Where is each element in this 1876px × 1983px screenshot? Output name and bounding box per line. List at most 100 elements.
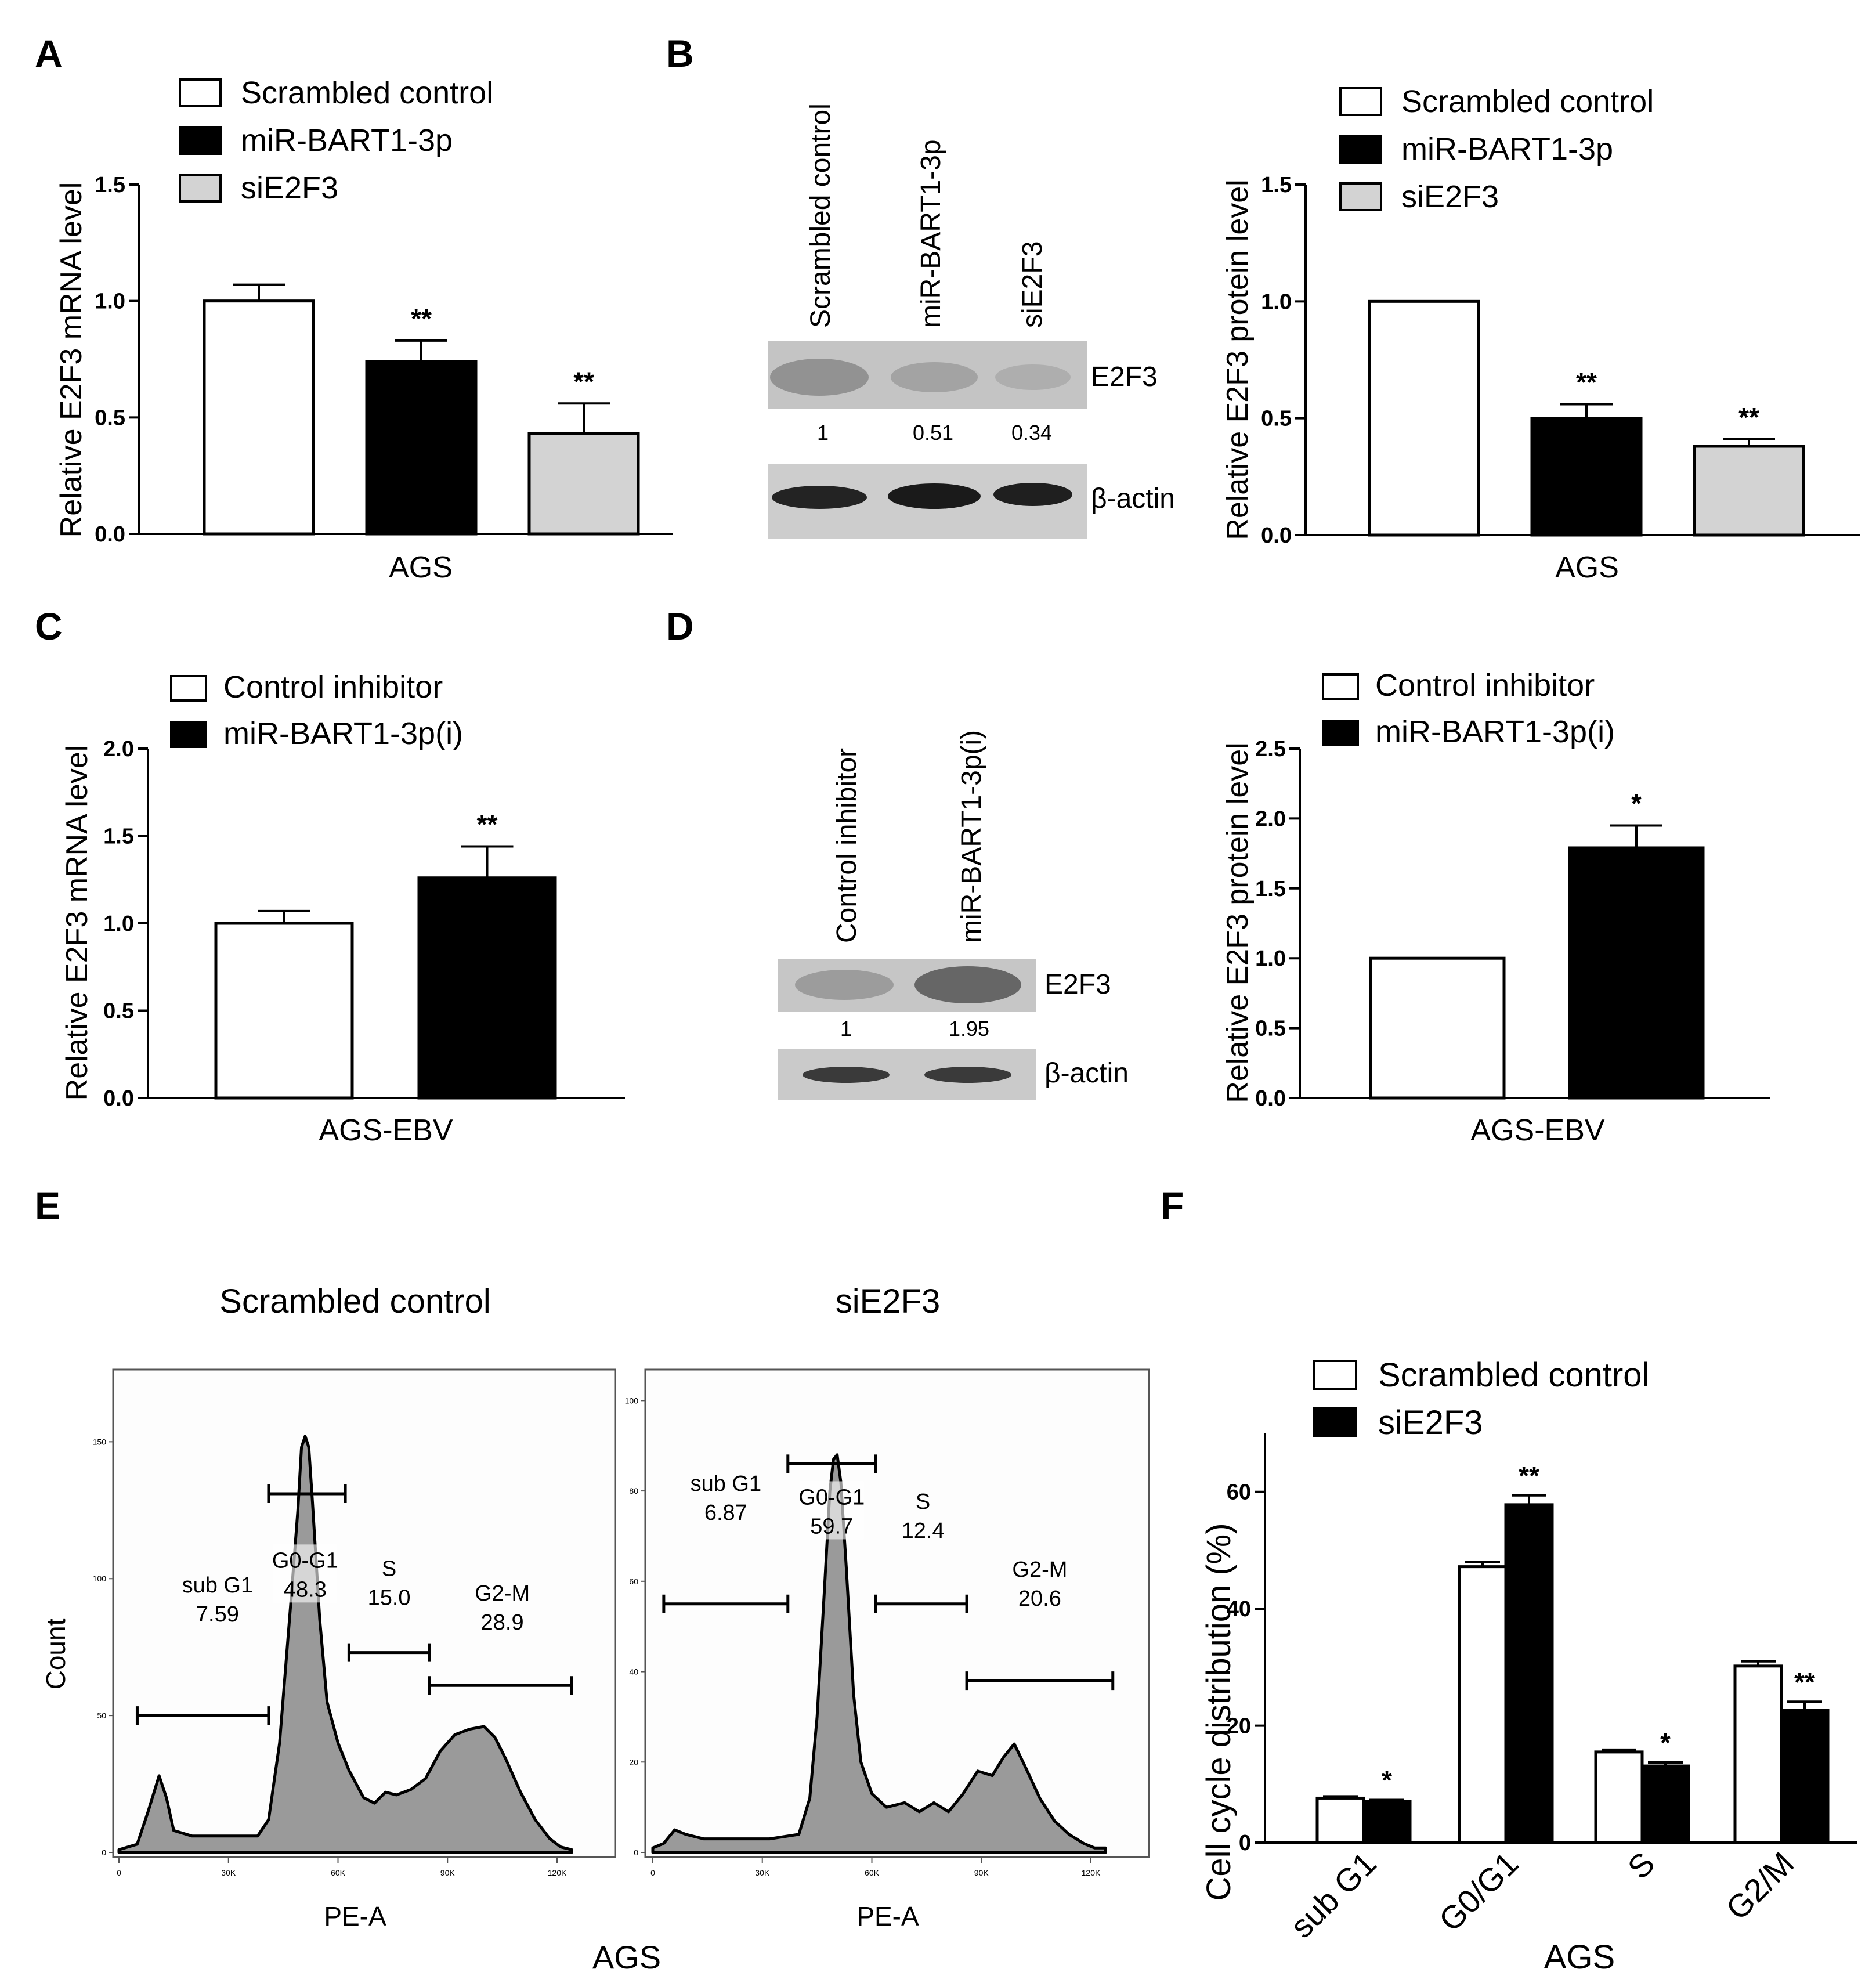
y-axis-label-b: Relative E2F3 protein level xyxy=(1221,179,1255,540)
y-tick-label: 2.0 xyxy=(103,737,134,761)
significance-mark: ** xyxy=(1794,1667,1815,1697)
blot-quant-lane1: 1 xyxy=(817,421,829,445)
legend-label-mir: miR-BART1-3p xyxy=(1401,132,1613,167)
flow-gate-name: sub G1 xyxy=(691,1472,762,1496)
y-tick-label: 0.0 xyxy=(1261,523,1292,548)
blot-quant-lane2: 1.95 xyxy=(949,1017,989,1041)
flow-gate-value: 15.0 xyxy=(368,1586,411,1610)
panel-c-mrna-chart: C Control inhibitor miR-BART1-3p(i) Rela… xyxy=(35,605,625,1147)
flow-gate-value: 28.9 xyxy=(481,1610,524,1635)
significance-mark: ** xyxy=(573,366,594,396)
x-tick-label: S xyxy=(1621,1845,1662,1886)
bar xyxy=(1693,445,1805,537)
flow-gate-value: 20.6 xyxy=(1018,1587,1061,1611)
significance-mark: ** xyxy=(411,304,432,334)
flow-x-tick-label: 120K xyxy=(548,1868,567,1877)
blot-lane-label-mir-inhibitor: miR-BART1-3p(i) xyxy=(956,730,987,943)
y-tick-label: 1.5 xyxy=(95,173,125,197)
bar xyxy=(1369,956,1506,1100)
legend-label-mir-inhibitor: miR-BART1-3p(i) xyxy=(1375,714,1615,749)
flow-y-tick-label: 150 xyxy=(93,1437,107,1446)
y-axis-label-a: Relative E2F3 mRNA level xyxy=(55,182,88,538)
flow-gate-value: 7.59 xyxy=(196,1602,239,1627)
flow-x-tick-label: 0 xyxy=(650,1868,655,1877)
y-tick-label: 1.5 xyxy=(1261,173,1292,197)
blot-band-e2f3-lane2 xyxy=(891,362,978,392)
flow-x-tick-label: 90K xyxy=(440,1868,456,1877)
x-axis-label-f: AGS xyxy=(1544,1938,1615,1976)
bar xyxy=(1315,1796,1365,1844)
y-axis-label-c: Relative E2F3 mRNA level xyxy=(60,745,94,1101)
flow-gate-name: G0-G1 xyxy=(272,1548,338,1573)
x-axis-label-c: AGS-EBV xyxy=(319,1114,453,1147)
flow-x-tick-label: 30K xyxy=(221,1868,236,1877)
flow-gate-value: 59.7 xyxy=(810,1514,853,1538)
flow-x-tick-label: 120K xyxy=(1082,1868,1101,1877)
bar xyxy=(1362,1800,1412,1844)
legend-swatch-control-inhibitor xyxy=(1322,673,1359,700)
significance-mark: ** xyxy=(1576,367,1597,398)
flow-y-axis-label: Count xyxy=(41,1618,71,1689)
blot-band-e2f3-lane3 xyxy=(995,364,1071,390)
y-tick-label: 1.5 xyxy=(103,825,134,849)
flow-gate-name: G2-M xyxy=(1012,1558,1067,1582)
flow-x-tick-label: 90K xyxy=(974,1868,989,1877)
flow-gate-name: S xyxy=(916,1490,930,1514)
flow-y-tick-label: 100 xyxy=(93,1574,107,1583)
flow-x-tick-label: 60K xyxy=(331,1868,346,1877)
bar xyxy=(1640,1764,1690,1844)
legend-swatch-mir xyxy=(1339,135,1382,164)
bar xyxy=(417,876,557,1100)
legend-label-control-inhibitor: Control inhibitor xyxy=(1375,668,1595,703)
y-tick-label: 0.0 xyxy=(95,522,125,547)
flow-title-sie2f3: siE2F3 xyxy=(836,1283,941,1320)
blot-loading-label-b: β-actin xyxy=(1091,483,1175,514)
legend-label-scrambled: Scrambled control xyxy=(241,75,493,110)
y-tick-label: 1.0 xyxy=(1255,947,1286,971)
legend-swatch-mir-inhibitor xyxy=(1322,720,1359,746)
bar xyxy=(527,432,640,536)
significance-mark: ** xyxy=(477,810,498,840)
x-axis-label-b: AGS xyxy=(1555,551,1619,584)
panel-b-protein-chart: Scrambled control miR-BART1-3p siE2F3 Re… xyxy=(1221,84,1860,584)
blot-quant-lane1: 1 xyxy=(840,1017,852,1041)
bar xyxy=(1780,1709,1830,1844)
significance-mark: ** xyxy=(1519,1461,1539,1491)
blot-band-actin-lane1 xyxy=(803,1067,890,1083)
flow-histogram xyxy=(651,1453,1107,1854)
bar xyxy=(1594,1750,1644,1844)
blot-band-e2f3-lane1 xyxy=(795,970,894,1000)
blot-lane-label-sie2f3: siE2F3 xyxy=(1017,241,1048,328)
y-tick-label: 20 xyxy=(1227,1714,1251,1739)
legend-swatch-scrambled xyxy=(1313,1360,1357,1390)
y-tick-label: 0.5 xyxy=(1261,407,1292,431)
y-tick-label: 60 xyxy=(1227,1480,1251,1505)
y-tick-label: 2.5 xyxy=(1255,737,1286,761)
legend-c: Control inhibitor miR-BART1-3p(i) xyxy=(170,670,463,751)
panel-label-b: B xyxy=(666,32,694,75)
blot-band-actin-lane2 xyxy=(888,483,981,509)
significance-mark: * xyxy=(1382,1765,1392,1795)
panel-d-western-blot: D Control inhibitor miR-BART1-3p(i) E2F3… xyxy=(666,605,1129,1100)
flow-gate-label-bg xyxy=(273,1544,337,1603)
flow-y-tick-label: 100 xyxy=(625,1396,639,1405)
panel-e-flow-cytometry: E Scrambled control siE2F3 Count PE-A PE… xyxy=(35,1184,1150,1975)
legend-label-control-inhibitor: Control inhibitor xyxy=(223,670,443,705)
flow-y-tick-label: 40 xyxy=(629,1667,638,1677)
bar xyxy=(1504,1503,1554,1844)
flow-y-tick-label: 60 xyxy=(629,1577,638,1586)
legend-label-scrambled: Scrambled control xyxy=(1378,1356,1649,1394)
flow-x-tick-label: 60K xyxy=(865,1868,880,1877)
blot-quant-lane2: 0.51 xyxy=(913,421,953,445)
legend-label-sie2f3: siE2F3 xyxy=(241,171,338,205)
flow-histogram xyxy=(117,1435,573,1854)
panel-b-western-blot: B Scrambled control miR-BART1-3p siE2F3 … xyxy=(666,32,1175,539)
flow-gate-name: S xyxy=(382,1557,396,1581)
y-tick-label: 40 xyxy=(1227,1597,1251,1621)
legend-label-scrambled: Scrambled control xyxy=(1401,84,1654,119)
y-tick-label: 0.5 xyxy=(103,999,134,1024)
blot-band-actin-lane1 xyxy=(772,486,867,509)
legend-label-sie2f3: siE2F3 xyxy=(1378,1404,1483,1442)
y-tick-label: 0.0 xyxy=(103,1086,134,1111)
